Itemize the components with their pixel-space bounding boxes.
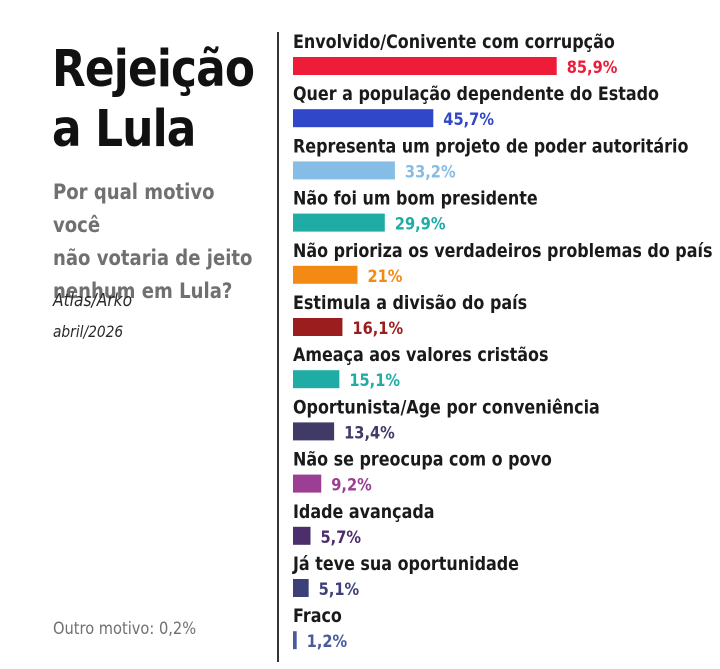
bar [293,370,340,389]
value-label: 15,1% [349,370,400,390]
value-label: 33,2% [405,161,456,181]
value-label: 5,7% [320,527,361,547]
divider-line [277,32,279,662]
category-label: Já teve sua oportunidade [292,554,519,576]
bar [293,631,297,650]
value-label: 13,4% [344,422,395,442]
chart-title: Rejeição a Lula [52,40,255,160]
bar [293,579,309,597]
category-label: Fraco [293,606,342,628]
subtitle-line-2: não votaria de jeito [53,246,253,270]
category-label: Não se preocupa com o povo [293,449,552,471]
title-line-2: a Lula [52,100,196,159]
category-label: Estimula a divisão do país [293,293,527,315]
value-label: 9,2% [331,475,372,495]
bar [293,474,322,493]
subtitle-line-1: Por qual motivo você [53,180,215,237]
value-label: 5,1% [319,579,360,599]
category-label: Quer a população dependente do Estado [293,84,659,106]
category-label: Envolvido/Conivente com corrupção [293,32,615,54]
value-label: 16,1% [352,318,403,338]
value-label: 85,9% [567,57,618,77]
value-label: 45,7% [443,109,494,129]
source-label: Atlas/Arko [53,290,133,311]
subtitle-line-3: nenhum em Lula? [53,279,233,303]
value-label: 29,9% [395,214,446,234]
category-label: Idade avançada [293,502,435,524]
bar [293,57,557,75]
bar [293,161,395,180]
chart-subtitle: Por qual motivo você não votaria de jeit… [53,176,259,308]
category-label: Ameaça aos valores cristãos [293,345,548,367]
value-label: 1,2% [307,631,348,651]
bar [293,213,385,232]
category-label: Não foi um bom presidente [293,188,538,210]
value-label: 21% [367,266,402,286]
bar [293,318,343,336]
bar [293,422,335,441]
title-line-1: Rejeição [52,40,255,99]
date-label: abril/2026 [53,322,124,341]
category-label: Representa um projeto de poder autoritár… [293,136,688,158]
other-reason-note: Outro motivo: 0,2% [53,619,197,639]
bar [293,526,311,545]
bar [293,265,358,284]
category-label: Não prioriza os verdadeiros problemas do… [293,241,712,263]
category-label: Oportunista/Age por conveniência [293,397,600,419]
bar [293,109,434,128]
